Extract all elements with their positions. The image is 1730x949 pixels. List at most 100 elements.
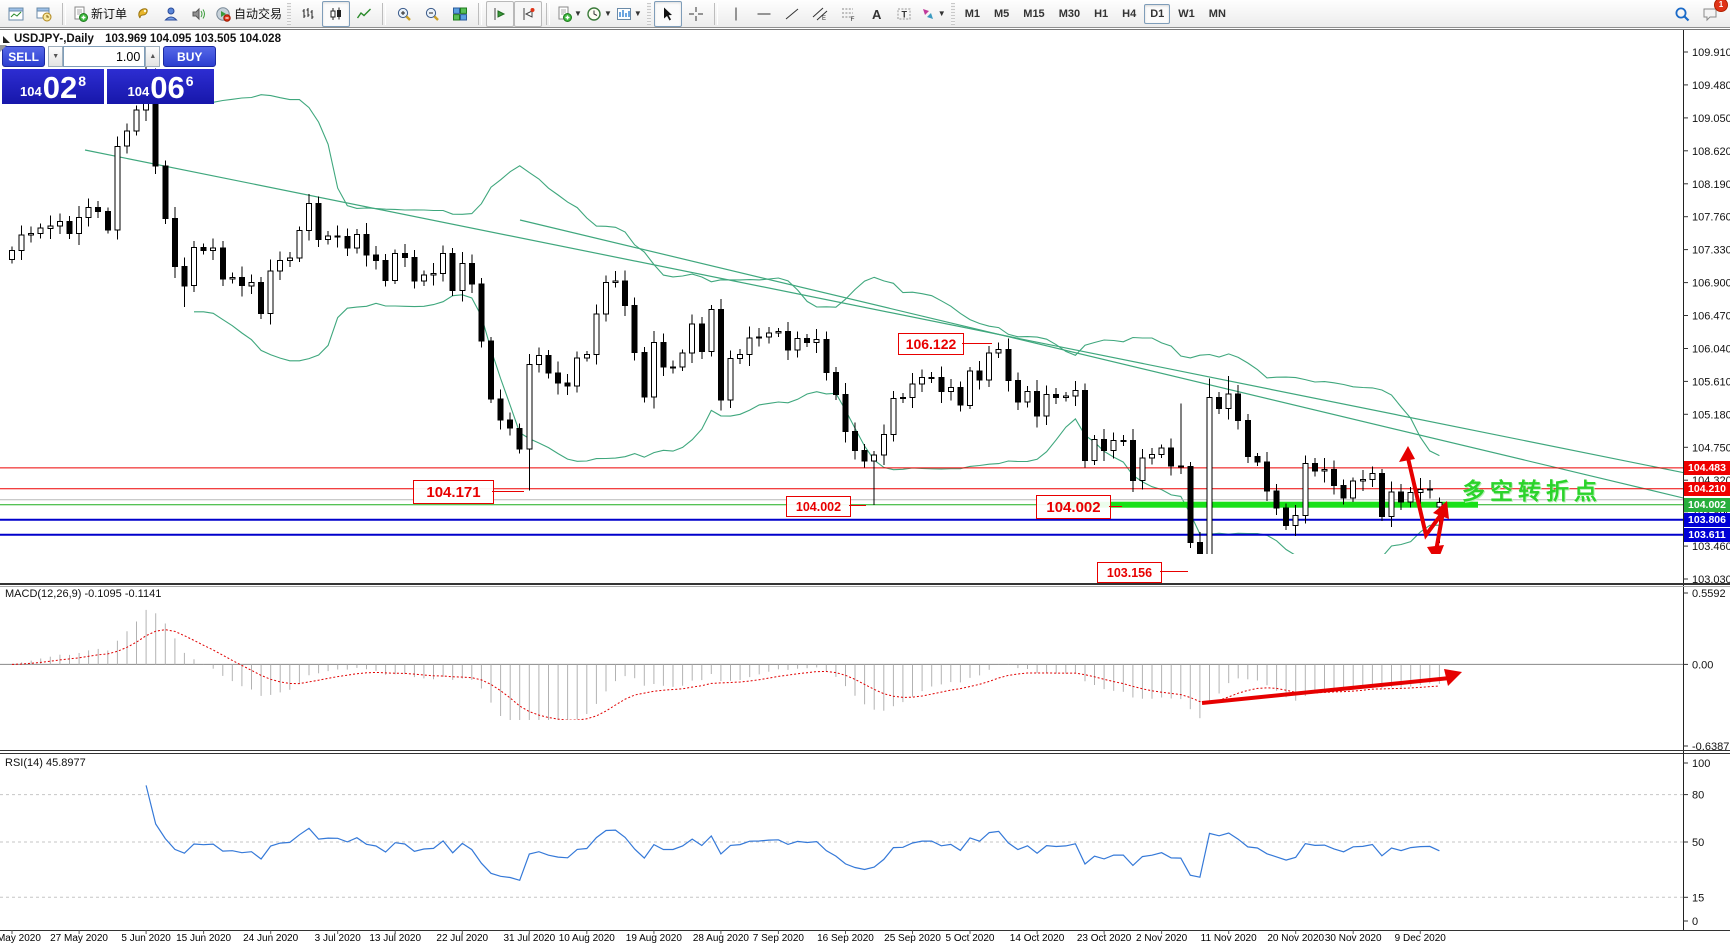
fibonacci-tool-button[interactable]: F [834, 1, 862, 27]
toolbar-separator [713, 2, 718, 25]
svg-text:103.460: 103.460 [1692, 541, 1730, 553]
line-chart-mode-button[interactable] [350, 1, 378, 27]
auto-trading-label: 自动交易 [234, 7, 283, 21]
buy-price-quote[interactable]: 104 06 6 [107, 69, 214, 104]
candles [9, 56, 1443, 554]
turning-point-note[interactable]: 多空转折点 [1462, 478, 1602, 504]
periods-button[interactable]: ▼ [584, 1, 614, 27]
buy-price-figure: 104 [127, 84, 150, 99]
volume-increase-button[interactable]: ▲ [145, 46, 161, 67]
vline-tool-button[interactable] [722, 1, 750, 27]
timeframe-h1-button[interactable]: H1 [1094, 7, 1109, 20]
community-button[interactable] [157, 1, 185, 27]
date-label: 23 Oct 2020 [1076, 933, 1132, 944]
new-chart-button[interactable] [2, 1, 30, 27]
arrows-icon [922, 8, 933, 19]
search-button[interactable] [1668, 1, 1696, 27]
date-label: 13 Jul 2020 [369, 933, 422, 944]
dropdown-arrow-icon: ▼ [633, 9, 642, 18]
svg-text:0.00: 0.00 [1692, 659, 1713, 671]
arrows-tool-button[interactable]: ▼ [918, 1, 948, 27]
sell-price-quote[interactable]: 104 02 8 [2, 69, 104, 104]
timeframe-h4-button[interactable]: H4 [1122, 7, 1137, 20]
trendlines[interactable] [84, 149, 1700, 502]
buy-price-point: 6 [185, 73, 194, 89]
toolbar-separator [546, 2, 551, 25]
price-annotation-box[interactable]: 104.171 [413, 480, 494, 504]
price-annotation-box[interactable]: 106.122 [898, 333, 964, 355]
svg-text:104.750: 104.750 [1692, 442, 1730, 454]
alerts-button[interactable] [185, 1, 213, 27]
timeframe-m30-button[interactable]: M30 [1058, 7, 1081, 20]
timeframe-d1-button[interactable]: D1 [1144, 3, 1171, 24]
new-order-button[interactable]: 新订单 [70, 1, 129, 27]
sell-button[interactable]: SELL [2, 46, 46, 67]
chart-canvas[interactable]: 109.910 109.480 109.050 108.620 108.190 107.7… [0, 29, 1730, 949]
zoomout-icon [425, 7, 439, 21]
toolbar-separator [478, 2, 483, 25]
buy-button[interactable]: BUY [163, 46, 216, 67]
notifications-button[interactable]: 1 [1696, 0, 1728, 27]
label-tool-button[interactable]: T [890, 1, 918, 27]
date-label: 22 Jul 2020 [436, 933, 489, 944]
svg-text:T: T [901, 9, 907, 19]
svg-text:108.620: 108.620 [1692, 146, 1730, 158]
timeframe-m1-button[interactable]: M1 [964, 7, 980, 20]
annotation-connector [1160, 571, 1188, 572]
chart-shift-button[interactable] [514, 0, 543, 27]
text-tool-button[interactable]: A [862, 1, 890, 27]
rsi-axis: 100 80 50 15 0 [1683, 758, 1710, 928]
person-icon [164, 7, 178, 20]
annotation-connector [1109, 506, 1122, 507]
timeframe-mn-button[interactable]: MN [1208, 7, 1226, 20]
panel-collapse-icon[interactable] [0, 45, 7, 52]
macd-trend-arrow[interactable] [1201, 669, 1462, 705]
new-order-label: 新订单 [91, 7, 128, 21]
hline-tool-button[interactable] [750, 1, 778, 27]
volume-input[interactable] [63, 46, 146, 67]
zoom-in-button[interactable] [390, 1, 418, 27]
zoom-out-button[interactable] [418, 1, 446, 27]
trendline-tool-button[interactable] [778, 1, 806, 27]
auto-trading-button[interactable]: 自动交易 [213, 1, 284, 27]
price-badge-104.210: 104.210 [1684, 481, 1730, 496]
date-label: 28 Aug 2020 [692, 933, 749, 944]
lime-support-band [1055, 501, 1478, 508]
templates-button[interactable]: ▼ [614, 1, 644, 27]
price-annotation-box[interactable]: 104.002 [1036, 495, 1111, 519]
date-label: 18 May 2020 [0, 933, 41, 944]
annotation-connector [962, 343, 992, 344]
crosshair-icon [688, 6, 703, 21]
cursor-icon [663, 7, 672, 20]
symbol-period-label: USDJPY-,Daily [14, 33, 94, 45]
indicators-button[interactable]: ▼ [554, 1, 584, 27]
tile-windows-button[interactable] [446, 1, 474, 27]
styles-button[interactable] [129, 1, 157, 27]
docplus-icon [558, 6, 573, 22]
volume-decrease-button[interactable]: ▼ [48, 46, 64, 67]
date-label: 5 Jun 2020 [121, 933, 171, 944]
dropdown-arrow-icon: ▼ [937, 9, 946, 18]
chart-corner-icon [3, 36, 10, 43]
timeframe-m5-button[interactable]: M5 [994, 7, 1010, 20]
auto-scroll-button[interactable] [486, 0, 515, 27]
chart-title: USDJPY-,Daily 103.969 104.095 103.505 10… [14, 33, 281, 45]
dropdown-arrow-icon: ▼ [603, 9, 612, 18]
profiles-button[interactable] [30, 1, 58, 27]
price-annotation-box[interactable]: 104.002 [786, 496, 851, 517]
annotation-connector [849, 505, 866, 506]
timeframe-m15-button[interactable]: M15 [1023, 7, 1045, 20]
svg-text:107.760: 107.760 [1692, 212, 1730, 224]
macd-histogram [21, 609, 1440, 720]
price-annotation-box[interactable]: 103.156 [1097, 562, 1162, 583]
cursor-tool-button[interactable] [653, 0, 682, 27]
red-zigzag-arrow[interactable] [1399, 446, 1449, 563]
date-label: 3 Jul 2020 [314, 933, 361, 944]
crosshair-tool-button[interactable] [682, 1, 710, 27]
sell-price-figure: 104 [20, 84, 42, 99]
price-axis: 109.910 109.480 109.050 108.620 108.190 107.7… [1683, 47, 1730, 586]
candlestick-mode-button[interactable] [322, 0, 351, 27]
timeframe-w1-button[interactable]: W1 [1178, 7, 1195, 20]
channel-tool-button[interactable]: E [806, 1, 834, 27]
bar-chart-mode-button[interactable] [294, 1, 322, 27]
